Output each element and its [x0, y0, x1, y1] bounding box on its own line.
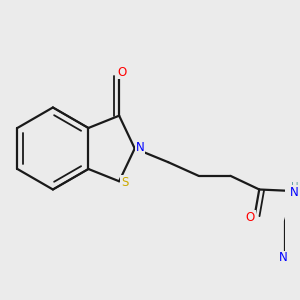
Text: N: N: [136, 141, 145, 154]
Text: N: N: [279, 251, 288, 265]
Text: N: N: [290, 186, 299, 199]
Text: O: O: [117, 66, 126, 79]
Text: O: O: [246, 211, 255, 224]
Text: S: S: [121, 176, 128, 189]
Text: H: H: [291, 182, 298, 192]
